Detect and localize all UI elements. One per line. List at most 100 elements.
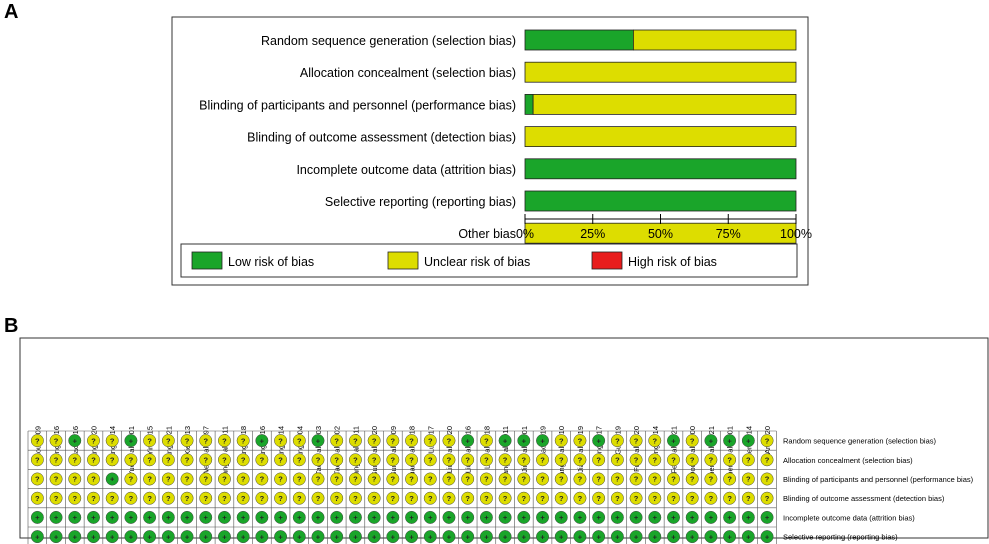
- judgement-symbol: ?: [129, 475, 134, 484]
- judgement-circle: [30, 530, 44, 544]
- judgement-symbol: ?: [559, 456, 564, 465]
- judgement-symbol: ?: [615, 475, 620, 484]
- judgement-circle: [741, 510, 755, 524]
- judgement-dot: +: [199, 510, 213, 524]
- judgement-dot: ?: [143, 491, 157, 505]
- judgement-dot: ?: [274, 472, 288, 486]
- judgement-circle: [667, 472, 680, 486]
- judgement-symbol: +: [428, 513, 433, 522]
- judgement-circle: [498, 510, 512, 524]
- judgement-symbol: +: [73, 532, 78, 541]
- judgement-symbol: ?: [391, 456, 396, 465]
- judgement-dot: ?: [367, 472, 381, 486]
- legend-swatch: [387, 251, 419, 270]
- judgement-circle: [311, 510, 325, 524]
- judgement-circle: [386, 453, 400, 467]
- judgement-symbol: +: [35, 532, 40, 541]
- judgement-dot: ?: [348, 453, 362, 467]
- judgement-symbol: +: [335, 532, 340, 541]
- judgement-symbol: +: [278, 532, 283, 541]
- judgement-dot: +: [30, 510, 44, 524]
- judgement-circle: [105, 491, 119, 505]
- judgement-dot: ?: [105, 453, 119, 467]
- judgement-circle: [386, 510, 400, 524]
- judgement-dot: +: [236, 530, 250, 544]
- judgement-symbol: ?: [447, 436, 452, 445]
- judgement-circle: [49, 434, 63, 448]
- study-label: Liu et al. 2020: [445, 426, 454, 473]
- category-label: Incomplete outcome data (attrition bias): [296, 163, 516, 177]
- judgement-dot: ?: [124, 491, 138, 505]
- judgement-dot: ?: [124, 453, 138, 467]
- judgement-dot: +: [274, 510, 288, 524]
- judgement-circle: [461, 434, 475, 448]
- judgement-symbol: +: [653, 532, 658, 541]
- judgement-symbol: +: [746, 532, 751, 541]
- judgement-symbol: +: [484, 513, 489, 522]
- judgement-symbol: ?: [447, 494, 452, 503]
- judgement-symbol: ?: [709, 456, 714, 465]
- judgement-dot: ?: [87, 491, 100, 505]
- judgement-symbol: +: [147, 532, 152, 541]
- judgement-symbol: ?: [540, 475, 545, 484]
- judgement-symbol: ?: [559, 475, 564, 484]
- judgement-dot: ?: [330, 434, 344, 448]
- judgement-dot: ?: [517, 472, 531, 486]
- judgement-symbol: +: [409, 532, 414, 541]
- judgement-symbol: +: [129, 513, 134, 522]
- judgement-symbol: +: [615, 532, 620, 541]
- judgement-dot: ?: [386, 472, 400, 486]
- judgement-dot: +: [667, 510, 680, 524]
- judgement-dot: +: [236, 510, 250, 524]
- judgement-symbol: +: [73, 436, 78, 445]
- judgement-circle: [479, 453, 493, 467]
- judgement-circle: [554, 510, 568, 524]
- judgement-circle: [685, 491, 699, 505]
- judgement-dot: ?: [760, 472, 774, 486]
- judgement-symbol: +: [353, 532, 358, 541]
- judgement-symbol: +: [447, 513, 452, 522]
- judgement-dot: +: [741, 434, 755, 448]
- judgement-dot: ?: [610, 453, 624, 467]
- judgement-circle: [554, 491, 568, 505]
- judgement-dot: +: [479, 510, 493, 524]
- judgement-dot: ?: [479, 453, 493, 467]
- judgement-dot: ?: [704, 472, 718, 486]
- judgement-circle: [124, 434, 138, 448]
- judgement-dot: ?: [536, 453, 549, 467]
- judgement-circle: [161, 453, 175, 467]
- judgement-symbol: +: [91, 513, 96, 522]
- judgement-symbol: +: [91, 532, 96, 541]
- judgement-dot: ?: [573, 472, 587, 486]
- judgement-dot: +: [536, 530, 549, 544]
- judgement-circle: [274, 434, 288, 448]
- judgement-dot: ?: [236, 453, 250, 467]
- judgement-dot: ?: [536, 491, 549, 505]
- judgement-dot: +: [573, 530, 587, 544]
- judgement-dot: +: [498, 510, 512, 524]
- judgement-symbol: ?: [35, 456, 40, 465]
- judgement-symbol: +: [241, 513, 246, 522]
- judgement-symbol: ?: [54, 436, 59, 445]
- judgement-circle: [68, 434, 82, 448]
- judgement-symbol: +: [353, 513, 358, 522]
- judgement-symbol: ?: [353, 494, 358, 503]
- judgement-circle: [629, 530, 643, 544]
- judgement-dot: +: [124, 434, 138, 448]
- judgement-dot: +: [517, 434, 531, 448]
- judgement-circle: [610, 510, 624, 524]
- judgement-symbol: ?: [185, 456, 190, 465]
- judgement-symbol: ?: [203, 475, 208, 484]
- judgement-dot: ?: [723, 491, 737, 505]
- judgement-dot: ?: [367, 491, 381, 505]
- study-label: Fu et al. 2020: [632, 426, 641, 472]
- judgement-symbol: +: [540, 513, 545, 522]
- judgement-symbol: ?: [709, 475, 714, 484]
- judgement-dot: ?: [704, 491, 718, 505]
- judgement-symbol: +: [690, 513, 695, 522]
- judgement-circle: [498, 472, 512, 486]
- judgement-circle: [255, 434, 269, 448]
- judgement-dot: ?: [723, 472, 737, 486]
- judgement-symbol: +: [316, 436, 321, 445]
- judgement-circle: [311, 472, 325, 486]
